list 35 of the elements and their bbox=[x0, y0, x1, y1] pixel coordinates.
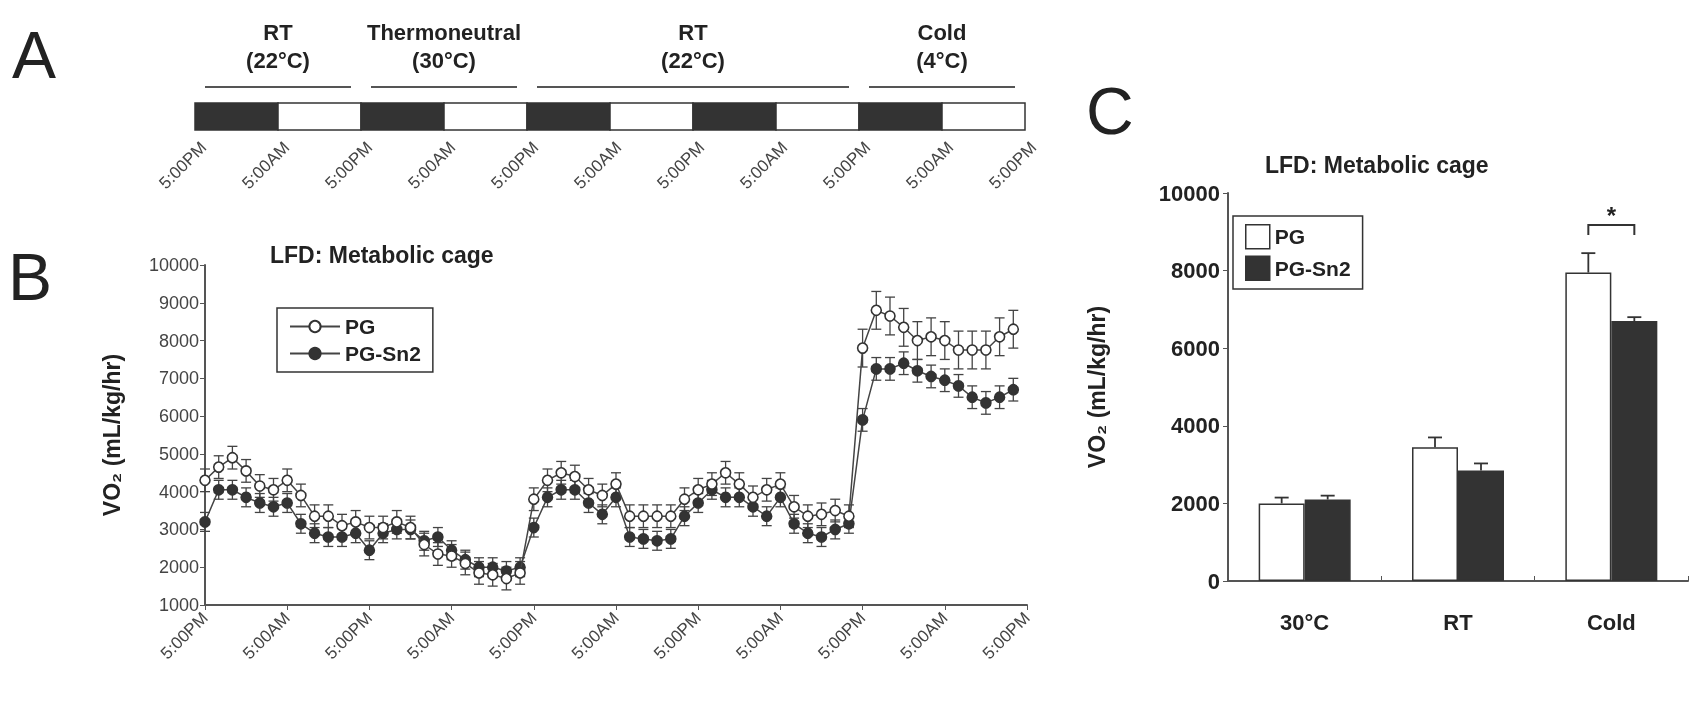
y-tick-label: 10000 bbox=[148, 255, 199, 275]
x-tick-label: Cold bbox=[1586, 609, 1636, 635]
legend-label: PG-Sn2 bbox=[345, 342, 421, 365]
text: RT (22°C) bbox=[246, 20, 310, 73]
text: Thermoneutral (30°C) bbox=[366, 20, 522, 73]
text: RT (22°C) bbox=[661, 20, 725, 73]
y-axis-title: VO₂ (mL/kg/hr) bbox=[1083, 305, 1110, 469]
y-tick-label: 10000 bbox=[1158, 180, 1220, 206]
y-tick-label: 6000 bbox=[1171, 335, 1220, 361]
legend-label: PG bbox=[345, 315, 376, 338]
y-tick-label: 8000 bbox=[158, 330, 199, 351]
x-tick-label: RT bbox=[1443, 609, 1474, 635]
y-tick-label: 2000 bbox=[1171, 490, 1220, 516]
text: C bbox=[1086, 74, 1134, 148]
text: Cold (4°C) bbox=[916, 20, 968, 73]
text: A bbox=[12, 18, 57, 92]
y-tick-label: 4000 bbox=[1171, 413, 1220, 439]
y-tick-label: 5000 bbox=[158, 443, 199, 464]
y-tick-label: 8000 bbox=[1171, 258, 1220, 284]
chart-title: LFD: Metabolic cage bbox=[270, 241, 494, 268]
y-tick-label: 7000 bbox=[158, 368, 199, 389]
y-axis-title: VO₂ (mL/kg/hr) bbox=[98, 353, 125, 517]
chart-title: LFD: Metabolic cage bbox=[1265, 151, 1489, 178]
y-tick-label: 3000 bbox=[158, 519, 199, 540]
text: B bbox=[8, 240, 53, 314]
y-tick-label: 9000 bbox=[158, 292, 199, 313]
y-tick-label: 4000 bbox=[158, 481, 199, 502]
y-tick-label: 0 bbox=[1207, 568, 1220, 594]
x-tick-label: 30°C bbox=[1280, 609, 1330, 635]
y-tick-label: 6000 bbox=[158, 406, 199, 427]
legend-label: PG-Sn2 bbox=[1274, 256, 1351, 280]
y-tick-label: 2000 bbox=[158, 557, 199, 578]
legend-label: PG bbox=[1274, 225, 1306, 249]
annotation: * bbox=[1606, 201, 1617, 229]
y-tick-label: 1000 bbox=[158, 595, 199, 615]
